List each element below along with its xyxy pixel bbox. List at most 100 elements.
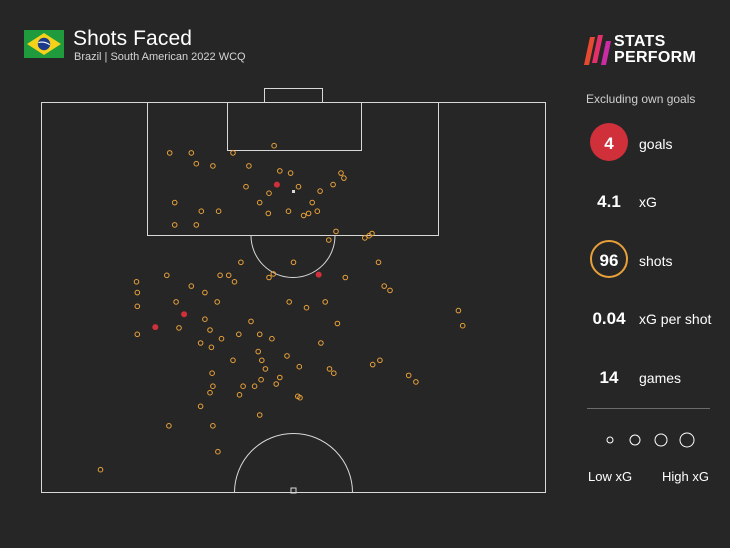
- shot-marker: [134, 331, 141, 338]
- shot-marker: [286, 299, 293, 305]
- games-value: 14: [599, 368, 619, 387]
- shot-marker: [210, 383, 216, 390]
- shot-marker: [202, 289, 208, 296]
- shot-marker: [333, 228, 339, 235]
- goal: [264, 88, 323, 103]
- brand-line2: PERFORM: [614, 49, 697, 66]
- shot-marker: [207, 389, 213, 396]
- goals-value: 4: [604, 134, 614, 153]
- brazil-flag-icon: [24, 30, 64, 58]
- shot-marker: [271, 142, 277, 149]
- shot-marker: [215, 208, 222, 214]
- games-stat: 14 games: [586, 356, 726, 400]
- shot-marker: [331, 370, 337, 377]
- goal-marker: [273, 181, 280, 188]
- shot-marker: [251, 383, 258, 390]
- shot-marker: [188, 150, 195, 156]
- penalty-spot: [292, 190, 295, 193]
- shots-stat: 96 shots: [586, 239, 726, 283]
- shot-marker: [309, 199, 316, 206]
- six-yard-box: [227, 102, 362, 151]
- shot-marker: [248, 318, 254, 325]
- shot-marker: [255, 348, 262, 355]
- shot-marker: [164, 272, 170, 279]
- shot-marker: [322, 299, 329, 305]
- shot-marker: [210, 163, 216, 169]
- penalty-area: [147, 102, 439, 236]
- shot-marker: [277, 168, 283, 174]
- games-label: games: [639, 370, 682, 386]
- shot-marker: [256, 331, 263, 338]
- shot-marker: [405, 372, 412, 379]
- shot-marker: [326, 366, 333, 372]
- shot-marker: [459, 322, 466, 329]
- shot-marker: [330, 181, 336, 188]
- shot-marker: [455, 307, 462, 314]
- shot-marker: [217, 272, 223, 279]
- shot-marker: [166, 423, 172, 429]
- legend-circle-3: [654, 433, 668, 447]
- shot-marker: [277, 374, 283, 381]
- penalty-arc: [250, 235, 336, 278]
- shots-label: shots: [639, 253, 673, 269]
- legend-high-label: High xG: [662, 469, 709, 484]
- shot-marker: [262, 366, 269, 372]
- shot-marker: [266, 190, 272, 196]
- shot-marker: [266, 274, 272, 281]
- shot-marker: [173, 299, 179, 305]
- shot-marker: [362, 235, 368, 241]
- shot-marker: [193, 160, 200, 167]
- shots-value: 96: [599, 251, 619, 270]
- shot-marker: [246, 163, 252, 169]
- xg-per-shot-label: xG per shot: [639, 311, 712, 327]
- shot-marker: [202, 316, 208, 323]
- shot-marker: [413, 379, 419, 385]
- shot-marker: [296, 363, 303, 370]
- shot-marker: [295, 183, 302, 190]
- shot-marker: [134, 289, 141, 296]
- shot-marker: [369, 361, 376, 368]
- stats-perform-logo-icon: [584, 35, 611, 65]
- shot-marker: [375, 259, 382, 266]
- xg-stat: 4.1 xG: [586, 180, 726, 224]
- shot-marker: [338, 170, 344, 176]
- xg-size-legend: [606, 432, 695, 448]
- shot-marker: [387, 287, 393, 294]
- shot-marker: [231, 279, 238, 285]
- centre-circle: [234, 433, 353, 493]
- shot-marker: [176, 325, 182, 331]
- xg-label: xG: [639, 194, 657, 210]
- brand-line1: STATS: [614, 33, 666, 50]
- shot-marker: [218, 335, 225, 342]
- shot-marker: [236, 392, 243, 398]
- shot-marker: [97, 466, 104, 473]
- shot-marker: [381, 283, 388, 289]
- goals-stat: 4 goals: [586, 122, 726, 166]
- shot-marker: [209, 370, 215, 377]
- shot-marker: [303, 304, 310, 311]
- shot-marker: [193, 222, 200, 228]
- shot-marker: [171, 222, 178, 228]
- goal-marker: [152, 324, 159, 331]
- goal-marker: [181, 311, 188, 318]
- shot-marker: [230, 150, 236, 156]
- shot-marker: [341, 175, 347, 181]
- shot-marker: [207, 327, 213, 333]
- shot-marker: [290, 259, 297, 266]
- shot-marker: [342, 274, 349, 281]
- shot-marker: [208, 344, 215, 351]
- shot-marker: [134, 303, 141, 310]
- shot-marker: [326, 237, 332, 243]
- shot-marker: [269, 335, 275, 342]
- shot-marker: [287, 170, 294, 176]
- shot-marker: [258, 376, 264, 383]
- shot-marker: [225, 272, 232, 279]
- xg-value: 4.1: [597, 192, 621, 211]
- shot-marker: [314, 208, 321, 214]
- shot-marker: [273, 381, 280, 387]
- xg-per-shot-value: 0.04: [592, 309, 626, 328]
- legend-circle-4: [679, 432, 695, 448]
- shot-marker: [197, 403, 204, 410]
- shot-marker: [317, 188, 323, 194]
